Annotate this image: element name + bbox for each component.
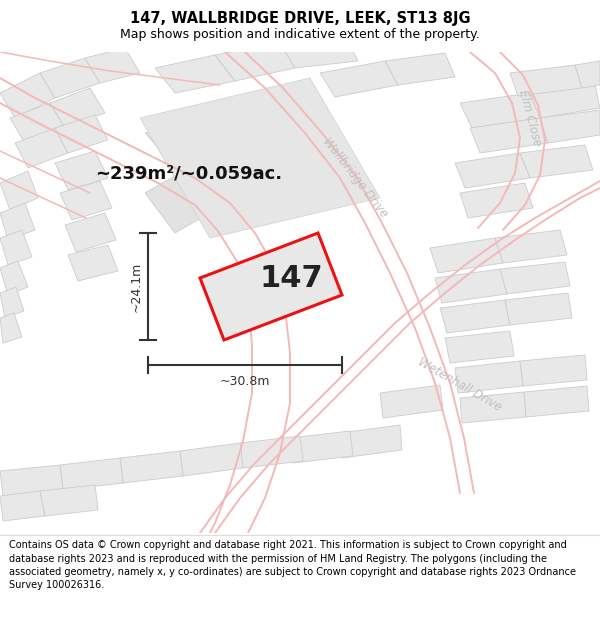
Text: Elm Close: Elm Close [516,88,544,148]
Polygon shape [505,293,572,325]
Polygon shape [520,355,587,386]
Text: Map shows position and indicative extent of the property.: Map shows position and indicative extent… [120,28,480,41]
Polygon shape [0,171,38,210]
Polygon shape [240,436,303,468]
Text: Wallbridge Drive: Wallbridge Drive [320,136,390,221]
Polygon shape [340,425,402,458]
Text: ~30.8m: ~30.8m [220,375,270,388]
Polygon shape [380,385,443,418]
Text: Wetenhall Drive: Wetenhall Drive [416,356,504,414]
Polygon shape [385,53,455,85]
Polygon shape [0,491,45,521]
Text: ~24.1m: ~24.1m [130,261,143,312]
Polygon shape [575,61,600,88]
Polygon shape [500,262,570,294]
Polygon shape [55,115,108,153]
Polygon shape [60,181,112,220]
Polygon shape [15,128,68,168]
Polygon shape [460,392,526,423]
Polygon shape [290,431,353,463]
Polygon shape [180,153,285,213]
Polygon shape [0,465,63,496]
Polygon shape [540,110,600,143]
Polygon shape [40,485,98,516]
Polygon shape [55,151,108,190]
Polygon shape [60,458,123,490]
Text: Contains OS data © Crown copyright and database right 2021. This information is : Contains OS data © Crown copyright and d… [9,541,576,590]
Polygon shape [460,93,540,128]
Polygon shape [50,88,105,128]
Polygon shape [510,65,582,96]
Polygon shape [200,233,342,340]
Polygon shape [445,331,514,363]
Polygon shape [460,183,533,218]
Polygon shape [120,451,183,483]
Polygon shape [0,203,35,240]
Polygon shape [68,245,118,281]
Polygon shape [0,261,28,295]
Polygon shape [0,313,22,343]
Polygon shape [430,238,503,273]
Polygon shape [0,230,32,265]
Polygon shape [145,173,210,233]
Polygon shape [495,230,567,263]
Polygon shape [320,61,398,97]
Text: 147, WALLBRIDGE DRIVE, LEEK, ST13 8JG: 147, WALLBRIDGE DRIVE, LEEK, ST13 8JG [130,11,470,26]
Polygon shape [155,55,235,93]
Polygon shape [65,213,116,252]
Polygon shape [180,443,243,476]
Polygon shape [10,103,65,143]
Polygon shape [0,287,24,318]
Polygon shape [455,153,530,188]
Polygon shape [40,58,100,98]
Text: ~239m²/~0.059ac.: ~239m²/~0.059ac. [95,164,282,182]
Polygon shape [435,269,507,303]
Polygon shape [455,361,523,393]
Polygon shape [530,85,600,118]
Polygon shape [440,300,510,333]
Polygon shape [524,386,589,417]
Polygon shape [280,35,358,68]
Polygon shape [0,73,55,118]
Polygon shape [470,118,548,153]
Polygon shape [85,48,140,83]
Polygon shape [215,43,295,81]
Polygon shape [520,145,593,178]
Text: 147: 147 [259,264,323,293]
Polygon shape [140,78,380,238]
Polygon shape [145,113,255,173]
